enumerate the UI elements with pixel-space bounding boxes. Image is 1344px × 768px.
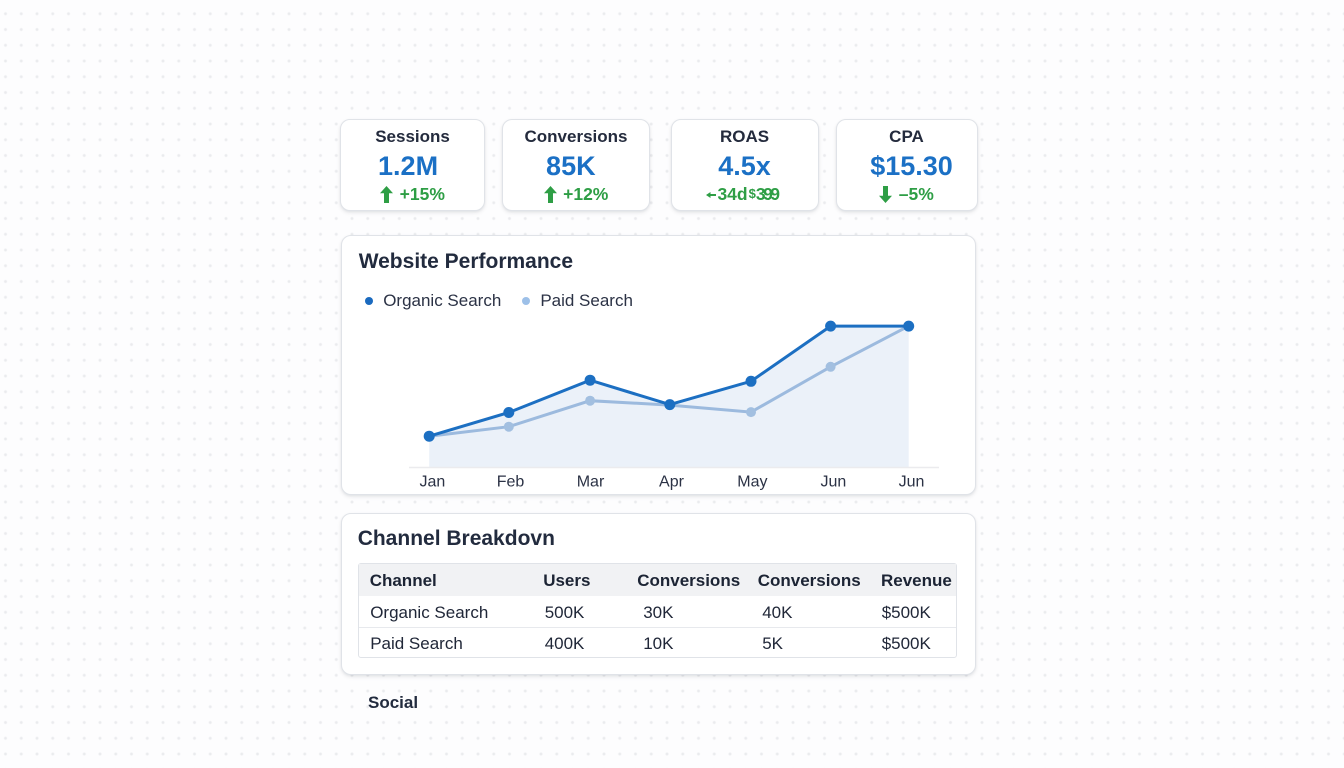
svg-text:Apr: Apr	[659, 473, 685, 490]
svg-text:Jan: Jan	[420, 473, 446, 490]
svg-text:Jun: Jun	[821, 473, 847, 490]
svg-text:Feb: Feb	[497, 473, 525, 490]
svg-text:Jun: Jun	[899, 473, 925, 490]
svg-text:Mar: Mar	[577, 473, 605, 490]
svg-text:May: May	[737, 473, 767, 490]
